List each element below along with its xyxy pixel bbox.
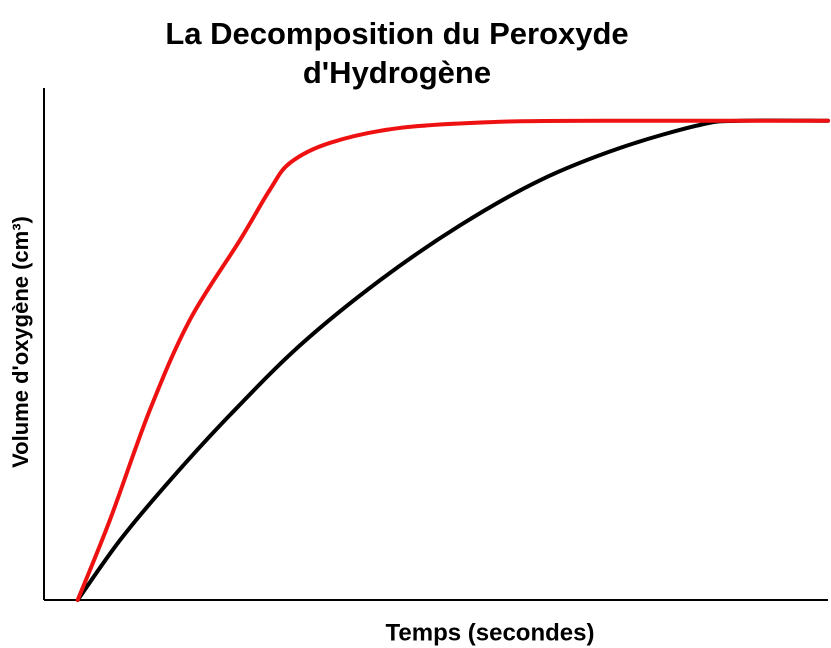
chart-title: La Decomposition du Peroxyde d'Hydrogène — [165, 16, 629, 90]
line — [75, 118, 830, 602]
line — [75, 118, 830, 602]
x-axis-label: Temps (secondes) — [386, 619, 595, 646]
y-axis-label: Volume d'oxygène (cm³) — [8, 216, 33, 468]
